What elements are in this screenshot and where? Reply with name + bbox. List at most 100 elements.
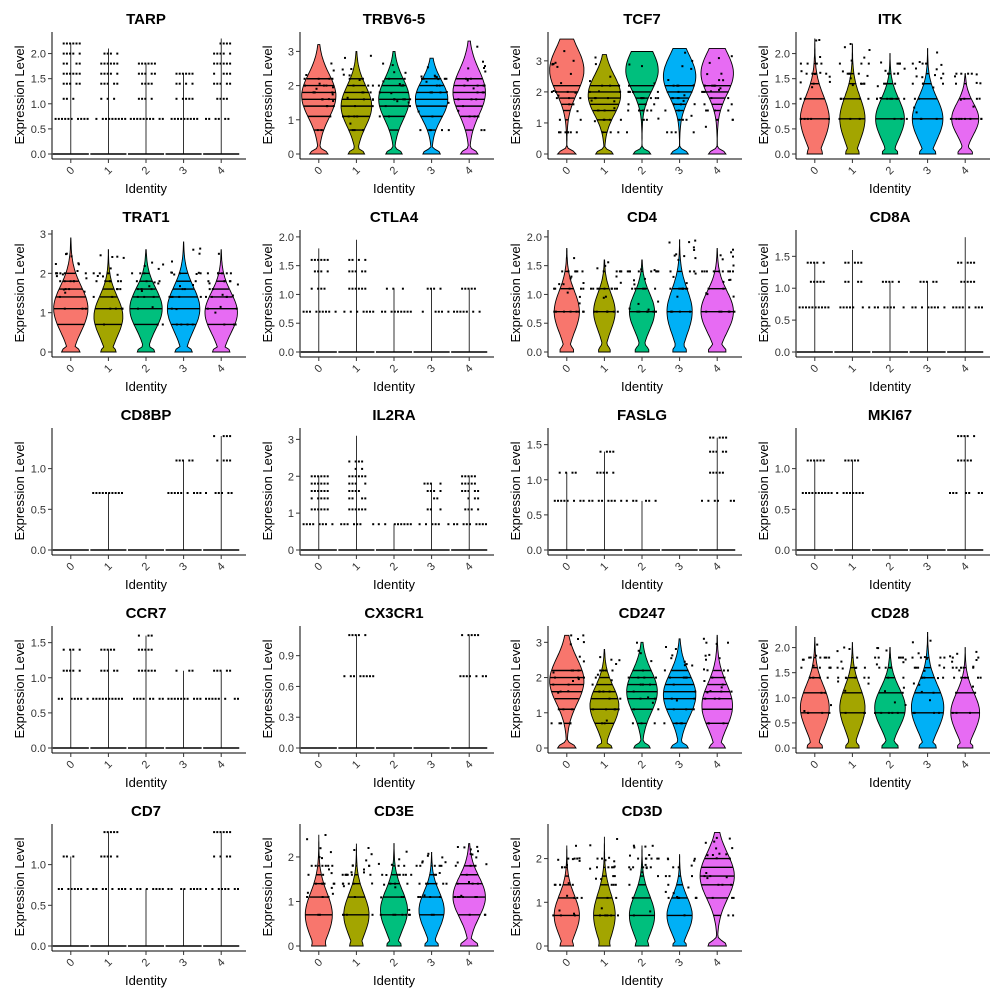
cell-point	[173, 273, 176, 276]
cell-point	[433, 287, 436, 290]
cell-point	[439, 508, 442, 511]
cell-point	[613, 107, 616, 110]
cell-point	[921, 62, 924, 65]
cell-point	[109, 855, 112, 858]
cell-point	[161, 697, 164, 700]
x-tick-label: 4	[463, 165, 476, 178]
cell-point	[687, 886, 690, 889]
cell-point	[426, 287, 429, 290]
cell-point	[364, 497, 367, 500]
cell-point	[725, 436, 728, 439]
cell-point	[457, 109, 460, 112]
cell-point	[419, 864, 422, 867]
y-tick-label: 3	[288, 46, 294, 58]
cell-point	[188, 97, 191, 100]
cell-point	[822, 280, 825, 283]
cell-point	[229, 459, 232, 462]
cell-point	[59, 280, 62, 283]
x-axis-label: Identity	[125, 577, 167, 592]
cell-point	[818, 39, 821, 41]
cell-point	[569, 72, 572, 75]
x-tick-label: 2	[636, 363, 649, 376]
cell-point	[100, 648, 103, 651]
x-tick-label: 4	[711, 957, 724, 970]
cell-point	[850, 59, 853, 62]
cell-point	[911, 306, 914, 309]
cell-point	[654, 287, 657, 290]
cell-point	[106, 97, 109, 100]
cell-point	[351, 634, 354, 637]
cell-point	[385, 287, 388, 290]
cell-point	[161, 888, 164, 890]
cell-point	[309, 523, 311, 526]
y-tick-label: 1	[536, 897, 542, 909]
cell-point	[693, 697, 696, 700]
cell-point	[205, 492, 207, 494]
cell-point	[141, 72, 144, 75]
cell-point	[222, 459, 225, 462]
cell-point	[378, 115, 381, 118]
cell-point	[354, 634, 357, 637]
cell-point	[558, 722, 561, 725]
cell-point	[601, 857, 603, 860]
cell-point	[921, 76, 924, 79]
cell-point	[968, 306, 971, 309]
cell-point	[303, 77, 306, 80]
cell-point	[639, 683, 642, 686]
x-tick-label: 0	[312, 561, 325, 574]
cell-point	[828, 656, 831, 659]
cell-point	[96, 275, 99, 277]
cell-point	[969, 711, 971, 714]
cell-point	[351, 497, 354, 500]
cell-point	[633, 283, 636, 286]
cell-point	[111, 492, 114, 494]
cell-point	[109, 62, 112, 65]
cell-point	[863, 82, 866, 85]
cell-point	[178, 82, 181, 85]
cell-point	[867, 97, 870, 100]
cell-point	[670, 310, 672, 313]
cell-point	[419, 129, 422, 132]
cell-point	[977, 676, 979, 679]
cell-point	[398, 858, 401, 861]
cell-point	[940, 77, 943, 80]
cell-point	[362, 310, 365, 313]
cell-point	[669, 270, 672, 273]
y-tick-label: 2.0	[527, 232, 542, 244]
cell-point	[345, 873, 348, 876]
cell-point	[966, 261, 969, 264]
cell-point	[466, 79, 469, 82]
y-tick-label: 0.5	[775, 315, 790, 327]
cell-point	[321, 310, 324, 313]
cell-point	[357, 490, 360, 492]
cell-point	[596, 673, 599, 676]
cell-point	[566, 864, 568, 866]
cell-point	[958, 669, 961, 672]
cell-point	[482, 60, 484, 63]
violin-4	[700, 47, 734, 155]
cell-point	[940, 63, 943, 66]
cell-point	[605, 708, 608, 711]
cell-point	[725, 853, 728, 856]
x-tick-label: 3	[673, 363, 686, 376]
cell-point	[718, 471, 721, 474]
cell-point	[317, 482, 320, 485]
cell-point	[467, 482, 470, 485]
y-axis-label: Expression Level	[756, 45, 771, 144]
cell-point	[603, 722, 606, 725]
cell-point	[361, 508, 364, 511]
cell-point	[433, 490, 436, 492]
cell-point	[960, 666, 962, 669]
cell-point	[727, 97, 730, 100]
cell-point	[470, 98, 473, 101]
cell-point	[142, 697, 145, 700]
cell-point	[824, 492, 827, 494]
cell-point	[323, 482, 326, 485]
cell-point	[158, 697, 161, 700]
cell-point	[95, 697, 98, 700]
cell-point	[113, 82, 116, 85]
cell-point	[656, 90, 659, 93]
cell-point	[580, 896, 583, 899]
